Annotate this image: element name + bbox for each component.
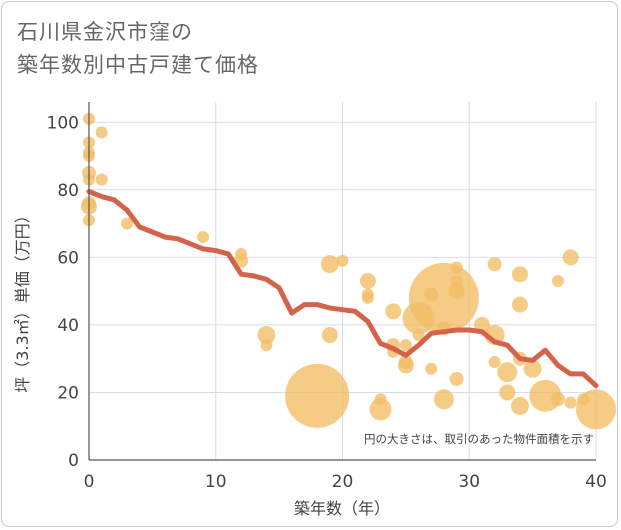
- x-tick-label: 20: [332, 472, 354, 492]
- x-tick-label: 0: [84, 472, 95, 492]
- data-point: [450, 261, 463, 274]
- data-point: [397, 357, 414, 374]
- x-axis-label: 築年数（年）: [294, 499, 390, 518]
- data-point: [564, 396, 577, 409]
- data-point: [359, 273, 376, 289]
- data-point: [511, 296, 528, 313]
- data-point: [510, 396, 529, 415]
- data-point: [499, 384, 516, 401]
- y-tick-label: 40: [57, 316, 79, 336]
- data-point: [361, 291, 374, 304]
- bubble-size-note: 円の大きさは、取引のあった物件面積を示す: [364, 432, 594, 446]
- data-point: [320, 255, 339, 274]
- y-tick-label: 0: [68, 451, 79, 471]
- y-axis-label: 坪（3.3㎡）単価（万円）: [13, 207, 32, 392]
- data-point: [550, 392, 565, 407]
- data-point: [449, 371, 464, 386]
- data-point: [497, 362, 518, 383]
- data-point: [385, 303, 402, 320]
- y-tick-label: 100: [47, 113, 79, 133]
- y-tick-labels: 0 20 40 60 80 100: [47, 113, 79, 471]
- data-point: [369, 398, 392, 421]
- data-point: [257, 326, 276, 345]
- bubble-layer: [81, 112, 616, 430]
- data-point: [95, 126, 108, 139]
- data-point: [511, 266, 528, 283]
- data-point: [576, 389, 616, 430]
- data-point: [425, 362, 438, 375]
- data-point: [562, 249, 579, 266]
- y-tick-label: 80: [57, 181, 79, 201]
- data-point: [448, 283, 465, 300]
- data-point: [433, 389, 454, 410]
- data-point: [285, 363, 350, 428]
- data-point: [488, 356, 501, 369]
- data-point: [487, 257, 502, 272]
- data-point: [95, 173, 108, 186]
- x-tick-label: 10: [205, 472, 227, 492]
- data-point: [321, 327, 338, 344]
- y-tick-label: 20: [57, 383, 79, 403]
- data-point: [551, 275, 564, 287]
- data-point: [412, 329, 425, 342]
- chart-title-line-2: 築年数別中古戸建て価格: [17, 53, 259, 77]
- data-point: [197, 231, 210, 244]
- x-tick-label: 40: [585, 472, 607, 492]
- trend-line: [86, 189, 599, 389]
- data-point: [336, 254, 349, 267]
- x-tick-labels: 0 10 20 30 40: [84, 472, 607, 492]
- chart-title-line-1: 石川県金沢市窪の: [17, 20, 193, 44]
- data-point: [399, 339, 412, 352]
- x-tick-label: 30: [458, 472, 480, 492]
- chart-title: 石川県金沢市窪の 築年数別中古戸建て価格: [17, 16, 259, 82]
- axes: [88, 102, 596, 461]
- data-point: [260, 339, 273, 352]
- data-point: [121, 217, 134, 230]
- y-tick-label: 60: [57, 248, 79, 268]
- data-point: [523, 359, 542, 378]
